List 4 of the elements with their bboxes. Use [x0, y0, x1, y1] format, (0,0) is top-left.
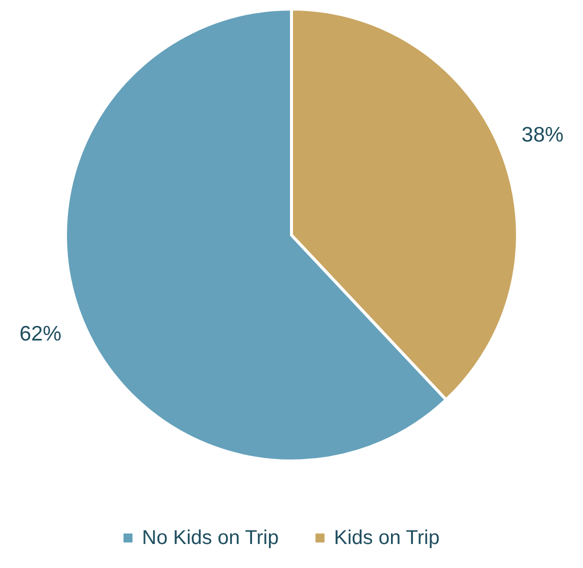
legend-label: Kids on Trip — [334, 527, 440, 549]
data-label: 62% — [19, 322, 62, 346]
data-label: 38% — [522, 124, 564, 147]
legend-label: No Kids on Trip — [142, 527, 279, 549]
